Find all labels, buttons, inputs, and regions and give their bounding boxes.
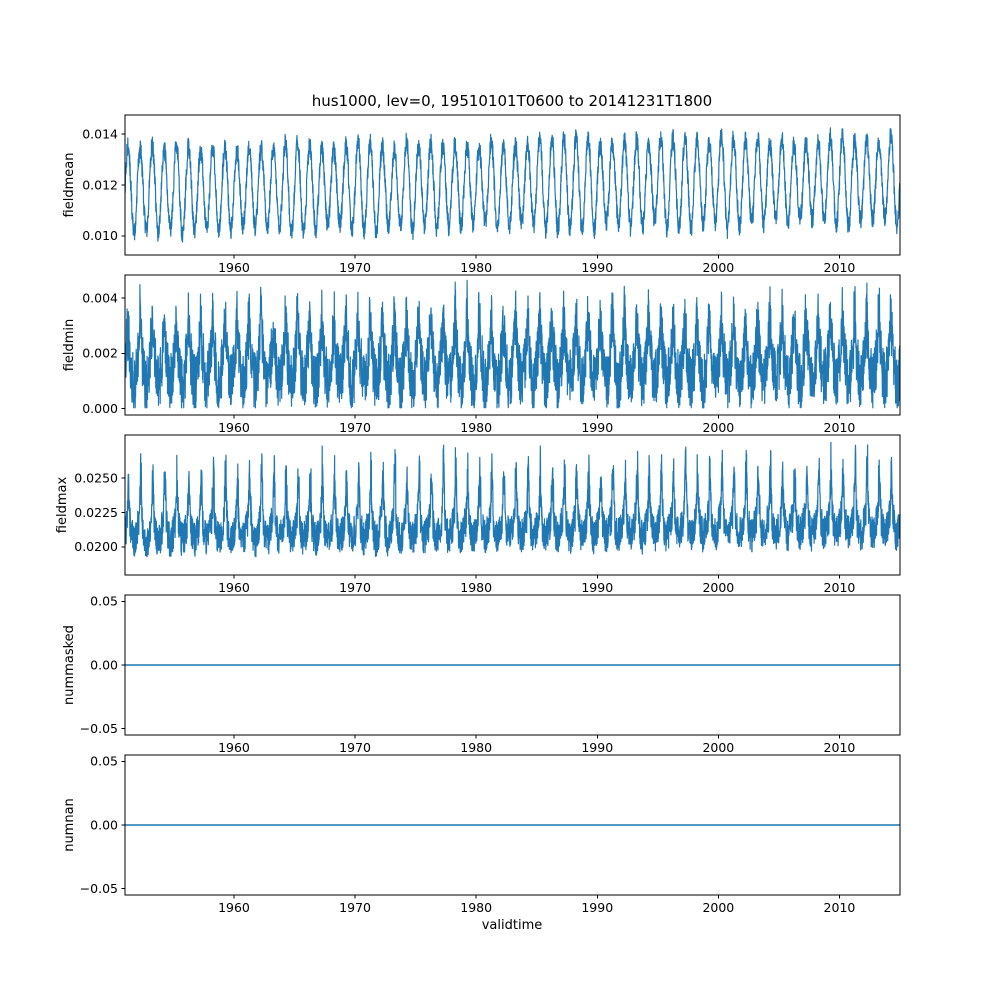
x-tick-label: 2010	[824, 260, 856, 275]
y-tick-label: 0.0225	[74, 505, 118, 520]
x-tick-label: 2010	[824, 580, 856, 595]
x-tick-label: 1980	[460, 420, 492, 435]
subplots-group: 1960 1970 1980 1990 2000 2010 0.010 0.012 0.014 f…	[55, 114, 901, 915]
y-tick-label: 0.0200	[74, 539, 118, 554]
series-line-fieldmin	[125, 279, 900, 409]
subplot-nummasked: 1960 1970 1980 1990 2000 2010 −0.05 0.00 0.05 num…	[62, 594, 901, 755]
y-tick-label: 0.002	[82, 346, 118, 361]
axes-frame	[124, 274, 901, 416]
y-axis-label-nummasked: nummasked	[62, 625, 77, 705]
x-tick-label: 1990	[581, 900, 613, 915]
y-tick-label: 0.05	[90, 594, 118, 609]
y-tick-label: 0.010	[82, 228, 118, 243]
y-tick-label: 0.000	[82, 401, 118, 416]
y-tick-label: 0.014	[82, 126, 118, 141]
x-axis-label: validtime	[482, 918, 543, 933]
x-tick-label: 1990	[581, 420, 613, 435]
x-tick-label: 1970	[339, 740, 371, 755]
y-tick-label: 0.0250	[74, 471, 118, 486]
x-tick-label: 1990	[581, 580, 613, 595]
series-line-fieldmean	[125, 127, 900, 243]
x-tick-label: 1990	[581, 260, 613, 275]
x-tick-label: 1960	[218, 260, 250, 275]
y-tick-label: 0.00	[90, 657, 118, 672]
x-tick-label: 2010	[824, 900, 856, 915]
x-tick-label: 1960	[218, 420, 250, 435]
x-tick-label: 2000	[702, 580, 734, 595]
x-tick-label: 1980	[460, 740, 492, 755]
y-tick-label: 0.05	[90, 754, 118, 769]
x-tick-label: 1960	[218, 740, 250, 755]
x-tick-label: 2000	[702, 740, 734, 755]
x-tick-label: 1970	[339, 260, 371, 275]
x-tick-label: 1980	[460, 260, 492, 275]
x-tick-label: 1980	[460, 580, 492, 595]
x-tick-label: 2010	[824, 420, 856, 435]
series-line-fieldmax	[125, 441, 900, 558]
x-tick-label: 2000	[702, 420, 734, 435]
chart-title: hus1000, lev=0, 19510101T0600 to 2014123…	[312, 92, 712, 110]
y-tick-label: 0.00	[90, 817, 118, 832]
y-tick-label: 0.012	[82, 177, 118, 192]
y-axis-label-numnan: numnan	[62, 798, 77, 852]
x-tick-label: 1990	[581, 740, 613, 755]
x-tick-label: 2000	[702, 260, 734, 275]
x-tick-label: 1970	[339, 420, 371, 435]
subplot-fieldmin: 1960 1970 1980 1990 2000 2010 0.000 0.002 0.004 f…	[62, 274, 901, 435]
y-tick-label: −0.05	[80, 881, 118, 896]
x-tick-label: 1960	[218, 900, 250, 915]
x-tick-label: 2000	[702, 900, 734, 915]
subplot-fieldmax: 1960 1970 1980 1990 2000 2010 0.0200 0.0225 0.02…	[55, 434, 901, 595]
subplot-fieldmean: 1960 1970 1980 1990 2000 2010 0.010 0.012 0.014 f…	[62, 114, 901, 275]
x-tick-label: 1970	[339, 900, 371, 915]
y-axis-label-fieldmean: fieldmean	[62, 153, 77, 218]
y-tick-label: −0.05	[80, 721, 118, 736]
x-tick-label: 1980	[460, 900, 492, 915]
axes-frame	[124, 434, 901, 576]
subplot-numnan: 1960 1970 1980 1990 2000 2010 −0.05 0.00 0.05 num…	[62, 754, 901, 915]
y-axis-label-fieldmax: fieldmax	[55, 477, 70, 534]
y-tick-label: 0.004	[82, 290, 118, 305]
y-axis-label-fieldmin: fieldmin	[62, 319, 77, 372]
x-tick-label: 1970	[339, 580, 371, 595]
x-tick-label: 2010	[824, 740, 856, 755]
x-tick-label: 1960	[218, 580, 250, 595]
